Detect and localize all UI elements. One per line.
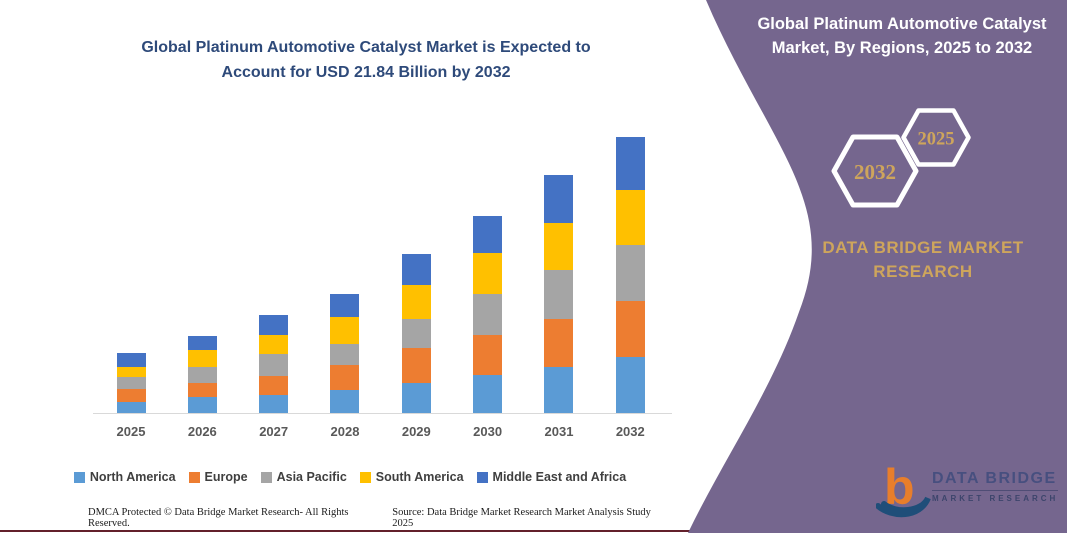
brand-line2: RESEARCH [873,261,973,281]
x-axis-line [93,413,672,414]
x-label-2029: 2029 [401,424,431,439]
bar-2029-segment-asia-pacific [401,318,431,348]
legend-label: Middle East and Africa [492,470,627,484]
bar-2031-segment-south-america [544,223,574,271]
panel-title: Global Platinum Automotive Catalyst Mark… [748,13,1056,61]
brand-line1: DATA BRIDGE MARKET [822,238,1024,257]
legend-swatch-icon [73,471,85,483]
bar-2025 [116,352,146,413]
bar-2026-segment-asia-pacific [187,367,217,383]
bar-2025-segment-south-america [116,366,146,377]
bar-2025-segment-north-america [116,402,146,413]
legend-label: North America [89,470,176,484]
x-label-2030: 2030 [473,424,503,439]
legend-label: Europe [204,470,248,484]
hexagon-2025: 2025 [901,108,971,167]
legend-label: Asia Pacific [276,470,347,484]
bar-2030 [473,215,503,413]
chart-legend: North America Europe Asia Pacific South Ame… [0,470,700,484]
bar-2027-segment-middle-east-and-africa [259,314,289,335]
bar-2025-segment-europe [116,389,146,402]
dbmr-logo: b DATA BRIDGE MARKET RESEARCH [868,454,1064,526]
bar-2028-segment-north-america [330,390,360,413]
bar-2029-segment-middle-east-and-africa [401,254,431,286]
bar-2030-segment-middle-east-and-africa [473,215,503,253]
panel-title-line1: Global Platinum Automotive Catalyst [757,15,1047,33]
legend-swatch-icon [359,471,371,483]
x-label-2032: 2032 [615,424,645,439]
bar-2030-segment-asia-pacific [473,293,503,335]
x-axis-labels: 2025 2026 2027 2028 2029 2030 2031 2032 [95,424,669,442]
legend-swatch-icon [260,471,272,483]
bar-2031-segment-asia-pacific [544,270,574,319]
bar-2026-segment-south-america [187,349,217,367]
bar-2025-segment-middle-east-and-africa [116,352,146,367]
dbmr-logo-icon: b [876,459,931,518]
bar-2031-segment-europe [544,318,574,367]
bar-2030-segment-europe [473,334,503,376]
legend-item-middle-east-and-africa: Middle East and Africa [476,470,627,484]
legend-swatch-icon [188,471,200,483]
bar-2028-segment-europe [330,364,360,391]
hexagon-2032: 2032 [831,134,919,208]
bar-2027-segment-europe [259,375,289,395]
bar-2027-segment-north-america [259,394,289,413]
legend-swatch-icon [476,471,488,483]
footer-source-text: Source: Data Bridge Market Research Mark… [392,507,651,529]
bar-2026-segment-europe [187,383,217,397]
bar-2032-segment-europe [615,301,645,358]
legend-item-south-america: South America [359,470,464,484]
bar-2031-segment-north-america [544,366,574,413]
bar-2027-segment-asia-pacific [259,353,289,376]
bar-2027 [259,314,289,413]
bar-2031-segment-middle-east-and-africa [544,174,574,224]
legend-item-north-america: North America [73,470,176,484]
brand-wordmark: DATA BRIDGE MARKET RESEARCH [770,236,1067,284]
hexagon-2025-label: 2025 [918,130,955,150]
legend-label: South America [375,470,464,484]
bar-2031 [544,174,574,413]
bar-2032-segment-north-america [615,357,645,413]
bar-2028-segment-south-america [330,317,360,344]
x-label-2025: 2025 [116,424,146,439]
x-label-2027: 2027 [259,424,289,439]
x-label-2026: 2026 [187,424,217,439]
bar-2026-segment-middle-east-and-africa [187,335,217,350]
chart-title: Global Platinum Automotive Catalyst Mark… [60,36,672,86]
bar-2029-segment-south-america [401,285,431,319]
bar-2026-segment-north-america [187,397,217,413]
bar-2032 [615,137,645,413]
x-label-2031: 2031 [544,424,574,439]
footer-dmca-text: DMCA Protected © Data Bridge Market Rese… [88,507,349,529]
bar-2029-segment-europe [401,348,431,383]
bar-2028-segment-middle-east-and-africa [330,293,360,318]
bar-2029 [401,254,431,413]
bar-2032-segment-asia-pacific [615,245,645,302]
legend-item-asia-pacific: Asia Pacific [260,470,347,484]
bottom-maroon-rule [0,530,1067,532]
chart-title-line2: Account for USD 21.84 Billion by 2032 [221,63,511,81]
chart-title-line1: Global Platinum Automotive Catalyst Mark… [141,39,591,56]
bar-2029-segment-north-america [401,382,431,413]
bar-2032-segment-south-america [615,190,645,246]
footer: DMCA Protected © Data Bridge Market Rese… [88,507,674,529]
dbmr-logo-subtitle: MARKET RESEARCH [932,494,1059,503]
hexagon-2032-label: 2032 [854,160,896,184]
dbmr-logo-name: DATA BRIDGE [932,470,1059,491]
bar-2027-segment-south-america [259,334,289,354]
bar-2025-segment-asia-pacific [116,377,146,389]
bar-2032-segment-middle-east-and-africa [615,137,645,191]
bar-2026 [187,335,217,413]
bar-2030-segment-north-america [473,375,503,413]
stacked-bar-plot [95,120,669,413]
legend-item-europe: Europe [188,470,248,484]
panel-title-line2: Market, By Regions, 2025 to 2032 [771,38,1033,57]
bar-2028 [330,293,360,413]
bar-2028-segment-asia-pacific [330,343,360,365]
bar-2030-segment-south-america [473,252,503,294]
x-label-2028: 2028 [330,424,360,439]
